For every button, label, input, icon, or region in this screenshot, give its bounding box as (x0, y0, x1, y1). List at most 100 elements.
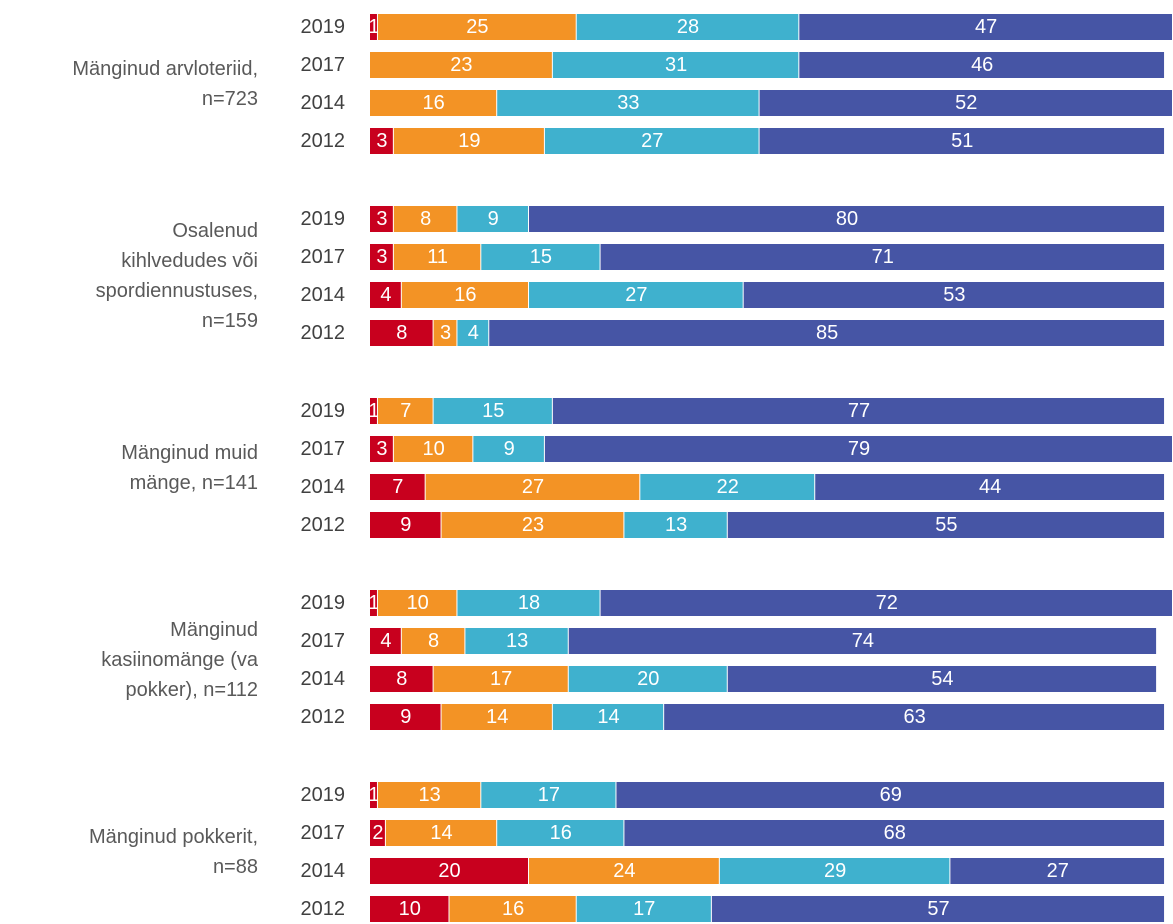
group-label: kasiinomänge (va (101, 649, 259, 671)
value-label: 63 (903, 706, 925, 728)
bar-segment (544, 128, 759, 154)
bar-segment (370, 512, 441, 538)
value-label: 1 (368, 16, 379, 38)
bar-segment (370, 474, 425, 500)
bar-segment (624, 820, 1165, 846)
bar-segment (759, 128, 1165, 154)
bar-segment (393, 436, 473, 462)
value-label: 17 (538, 784, 560, 806)
value-label: 68 (884, 822, 906, 844)
value-label: 14 (430, 822, 452, 844)
value-label: 55 (935, 514, 957, 536)
bar-segment (664, 704, 1165, 730)
bar-segment (385, 820, 497, 846)
bar-segment (544, 436, 1172, 462)
value-label: 44 (979, 476, 1001, 498)
bar-segment (370, 820, 385, 846)
value-label: 14 (486, 706, 508, 728)
bar-segment (552, 52, 799, 78)
value-label: 7 (400, 400, 411, 422)
year-label: 2012 (301, 514, 346, 536)
value-label: 16 (502, 898, 524, 920)
value-label: 8 (396, 668, 407, 690)
bar-segment (370, 398, 377, 424)
bar-segment (393, 244, 481, 270)
bar-segment (529, 206, 1165, 232)
bar-segment (457, 206, 529, 232)
value-label: 2 (372, 822, 383, 844)
year-label: 2012 (301, 130, 346, 152)
value-label: 1 (368, 592, 379, 614)
value-label: 15 (482, 400, 504, 422)
value-label: 9 (504, 438, 515, 460)
value-label: 23 (522, 514, 544, 536)
bar-segment (433, 666, 568, 692)
value-label: 24 (613, 860, 635, 882)
value-label: 16 (454, 284, 476, 306)
bar-segment (370, 782, 377, 808)
bar-segment (529, 282, 743, 308)
bar-segment (497, 90, 759, 116)
bar-segment (433, 320, 457, 346)
value-label: 13 (665, 514, 687, 536)
year-label: 2017 (301, 246, 346, 268)
group-label: Mänginud (170, 619, 258, 641)
value-label: 9 (400, 514, 411, 536)
value-label: 28 (677, 16, 699, 38)
bar-segment (568, 666, 727, 692)
value-label: 16 (422, 92, 444, 114)
year-label: 2019 (301, 16, 346, 38)
value-label: 72 (876, 592, 898, 614)
group-label: n=159 (202, 310, 258, 332)
value-label: 9 (488, 208, 499, 230)
bar-segment (370, 628, 401, 654)
bar-segment (393, 128, 544, 154)
bar-segment (401, 628, 465, 654)
bar-segment (497, 820, 624, 846)
value-label: 46 (971, 54, 993, 76)
year-label: 2019 (301, 784, 346, 806)
bar-segment (489, 320, 1165, 346)
bar-segment (727, 512, 1165, 538)
value-label: 3 (440, 322, 451, 344)
bar-segment (433, 398, 552, 424)
bar-segment (576, 14, 799, 40)
value-label: 3 (376, 246, 387, 268)
bar-segment (370, 52, 552, 78)
bar-segment (370, 320, 433, 346)
bar-segment (552, 704, 664, 730)
value-label: 3 (376, 130, 387, 152)
bar-segment (600, 590, 1172, 616)
bar-segment (759, 90, 1172, 116)
value-label: 27 (1047, 860, 1069, 882)
value-label: 4 (380, 284, 391, 306)
year-label: 2014 (301, 476, 346, 498)
bar-segment (457, 320, 489, 346)
bar-segment (370, 666, 433, 692)
bar-segment (465, 628, 568, 654)
year-label: 2019 (301, 208, 346, 230)
bar-segment (799, 14, 1172, 40)
value-label: 4 (380, 630, 391, 652)
value-label: 33 (617, 92, 639, 114)
value-label: 16 (550, 822, 572, 844)
bar-segment (616, 782, 1165, 808)
value-label: 13 (506, 630, 528, 652)
bar-segment (727, 666, 1157, 692)
value-label: 20 (637, 668, 659, 690)
value-label: 3 (376, 438, 387, 460)
year-label: 2012 (301, 898, 346, 920)
bar-segment (441, 704, 552, 730)
value-label: 8 (420, 208, 431, 230)
value-label: 17 (490, 668, 512, 690)
year-label: 2019 (301, 400, 346, 422)
bar-segment (370, 14, 377, 40)
value-label: 13 (419, 784, 441, 806)
bar-segment (370, 436, 393, 462)
group-label: kihlvedudes või (121, 250, 258, 272)
bar-segment (815, 474, 1165, 500)
group-label: pokker), n=112 (126, 679, 259, 701)
year-label: 2017 (301, 438, 346, 460)
bar-segment (393, 206, 457, 232)
